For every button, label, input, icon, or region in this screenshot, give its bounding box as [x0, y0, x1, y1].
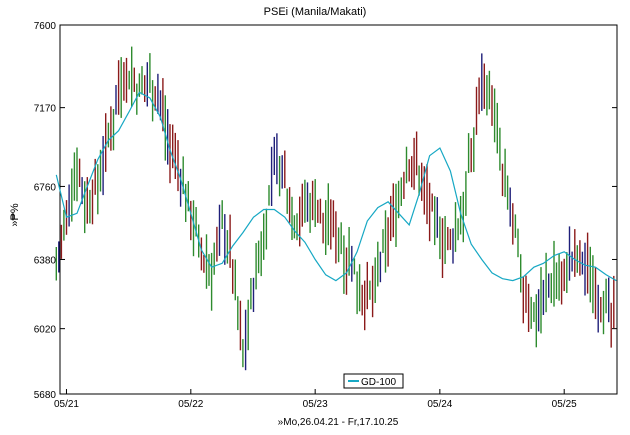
y-tick-label: 5680 — [34, 390, 57, 401]
y-axis-label: »₱% — [9, 203, 21, 226]
y-tick-label: 7600 — [34, 21, 57, 32]
moving-average-line — [55, 91, 617, 282]
x-tick-label: 05/22 — [178, 399, 203, 410]
legend: GD-100 — [343, 373, 404, 389]
y-tick-label: 6760 — [34, 182, 57, 193]
y-tick-label: 6380 — [34, 255, 57, 266]
legend-label: GD-100 — [361, 377, 396, 388]
ticks-layer: 5680 6020 6380 6760 7170 7600 05/21 05/22 05/23 0… — [34, 21, 617, 410]
y-tick-label: 7170 — [34, 104, 57, 115]
gd-100-line — [55, 91, 617, 282]
x-tick-label: 05/21 — [54, 399, 79, 410]
x-axis-label: »Mo,26.04.21 - Fr,17.10.25 — [278, 417, 399, 428]
legend-box — [343, 373, 404, 389]
x-tick-label: 05/25 — [552, 399, 577, 410]
chart-title: PSEi (Manila/Makati) — [264, 6, 367, 18]
price-bars — [55, 46, 615, 371]
plot-frame — [59, 24, 618, 395]
y-tick-label: 6020 — [34, 325, 57, 336]
x-tick-label: 05/23 — [303, 399, 328, 410]
x-tick-label: 05/24 — [427, 399, 452, 410]
